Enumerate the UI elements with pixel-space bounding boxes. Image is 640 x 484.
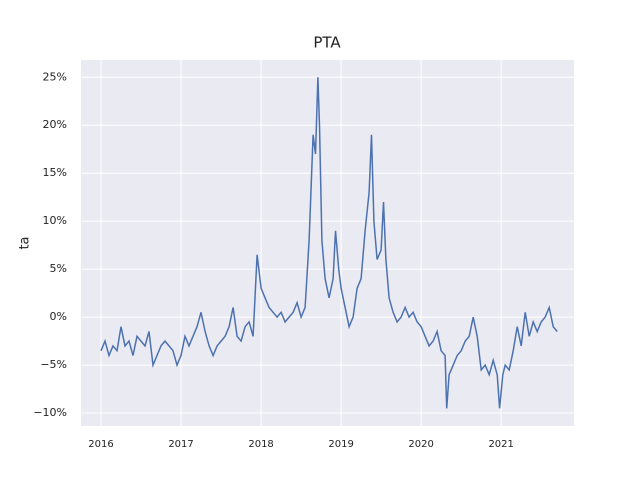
y-tick-label: 15% xyxy=(43,166,67,179)
y-tick-label: 5% xyxy=(50,262,67,275)
chart-title: PTA xyxy=(313,34,341,52)
y-tick-label: 10% xyxy=(43,214,67,227)
y-tick-label: 25% xyxy=(43,70,67,83)
y-axis-label: ta xyxy=(18,236,33,249)
data-line xyxy=(100,77,558,409)
y-tick-label: −5% xyxy=(40,358,67,371)
x-tick-label: 2020 xyxy=(408,439,433,450)
plot-area xyxy=(81,60,574,426)
y-tick-label: 20% xyxy=(43,118,67,131)
x-tick-label: 2021 xyxy=(488,439,513,450)
y-tick-label: −10% xyxy=(33,406,67,419)
x-tick-label: 2018 xyxy=(248,439,273,450)
x-tick-label: 2016 xyxy=(88,439,113,450)
y-tick-label: 0% xyxy=(50,310,67,323)
x-tick-label: 2017 xyxy=(168,439,193,450)
x-tick-label: 2019 xyxy=(328,439,353,450)
